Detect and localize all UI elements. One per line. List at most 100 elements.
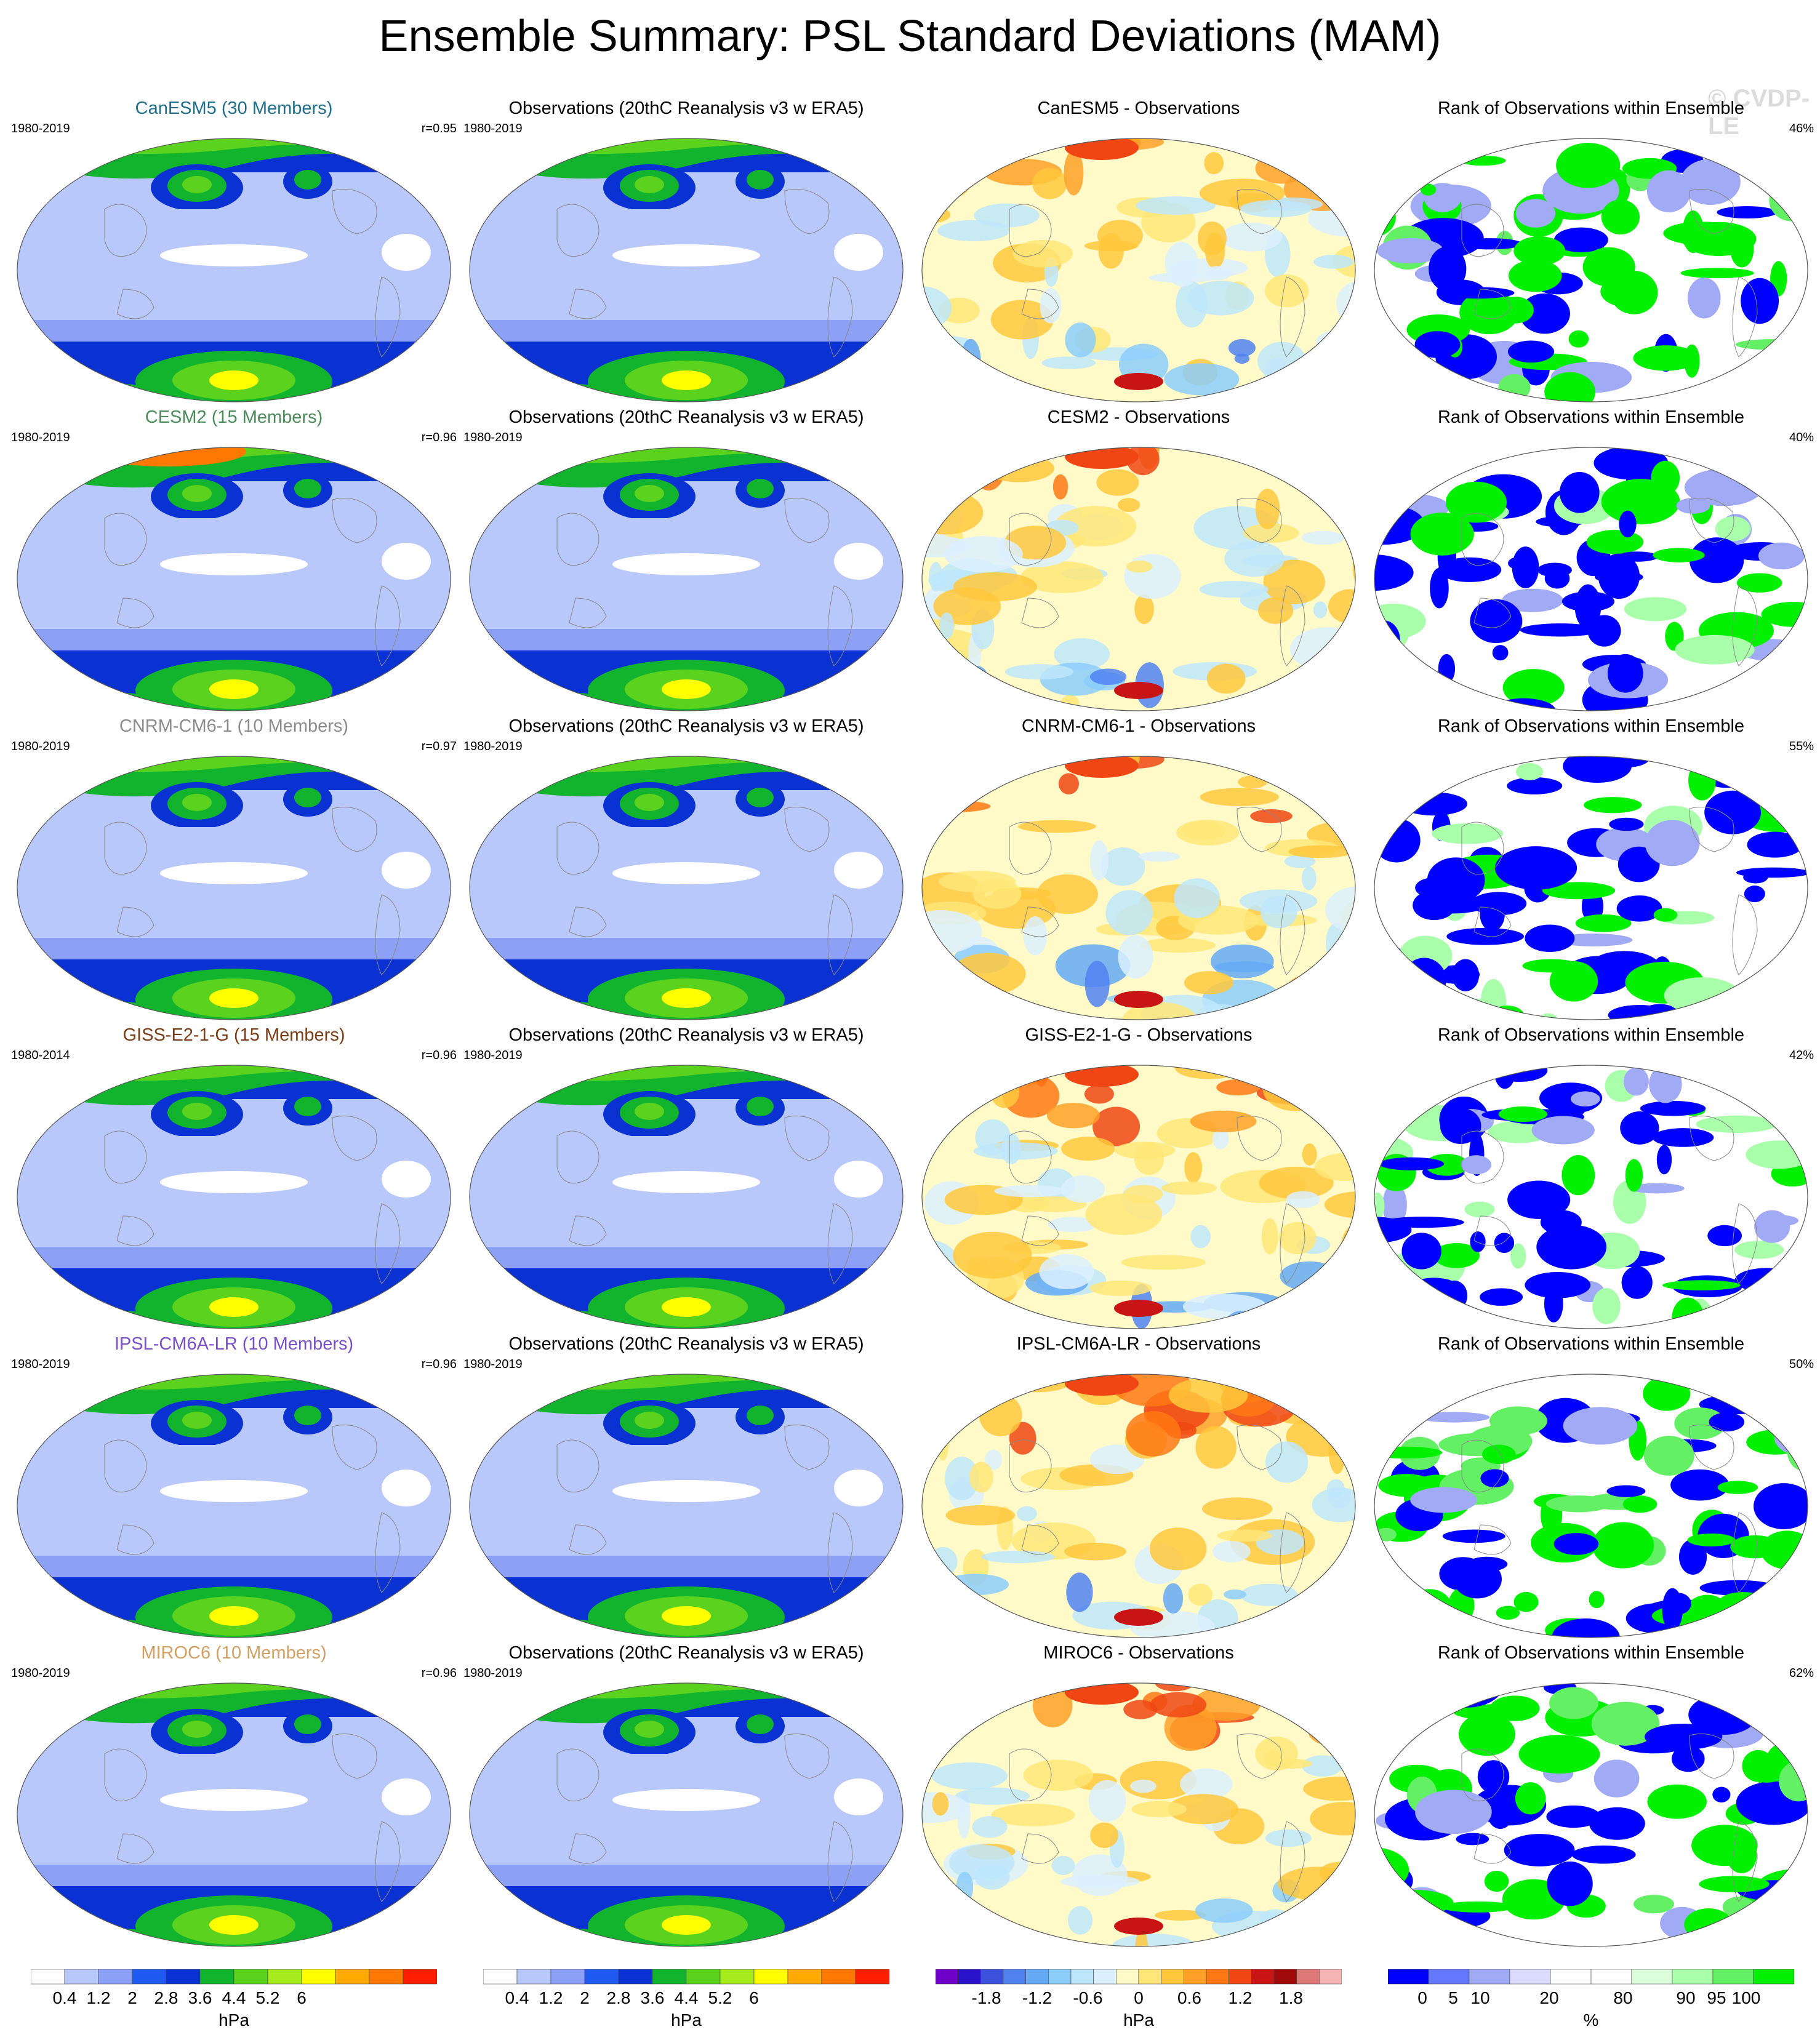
panel-std-row5: IPSL-CM6A-LR (10 Members) 1980-2019 r=0.96 — [6, 1334, 462, 1642]
colorbar-swatch — [1229, 1969, 1252, 1985]
panel-rank-row6: Rank of Observations within Ensemble 62% — [1363, 1643, 1819, 1951]
colorbar-swatch — [132, 1969, 167, 1985]
panel-title: CanESM5 (30 Members) — [135, 98, 333, 118]
colorbar-tick: 80 — [1613, 1988, 1632, 2007]
map-rank — [1374, 1065, 1808, 1329]
map-rank — [1374, 1374, 1808, 1638]
panel-obs-row5: Observations (20thC Reanalysis v3 w ERA5… — [459, 1334, 914, 1642]
colorbar-tick: 5 — [1448, 1988, 1458, 2007]
colorbar-tick: 2 — [580, 1988, 590, 2007]
panel-diff-row6: MIROC6 - Observations — [911, 1643, 1366, 1951]
colorbar-unit: % — [1584, 2010, 1599, 2030]
colorbar-tick: 95 — [1707, 1988, 1726, 2007]
colorbar-tick: 2 — [127, 1988, 137, 2007]
colorbar-unit: hPa — [218, 2010, 249, 2030]
map-rank — [1374, 447, 1808, 711]
map-diff — [921, 1682, 1356, 1947]
panel-period: 1980-2019 — [463, 431, 523, 444]
panel-title: Observations (20thC Reanalysis v3 w ERA5… — [508, 98, 864, 118]
colorbar-tick: 0 — [1134, 1988, 1144, 2007]
colorbar-tick: 0 — [1417, 1988, 1427, 2007]
panel-rank-row5: Rank of Observations within Ensemble 50% — [1363, 1334, 1819, 1642]
pattern-correlation: r=0.95 — [421, 122, 457, 135]
colorbar-swatch — [618, 1969, 653, 1985]
colorbar-tick: 4.4 — [222, 1988, 246, 2007]
colorbar-swatch — [958, 1969, 981, 1985]
panel-std-row4: GISS-E2-1-G (15 Members) 1980-2014 r=0.96 — [6, 1025, 462, 1333]
panel-title: CNRM-CM6-1 - Observations — [1021, 716, 1256, 736]
panel-title: Rank of Observations within Ensemble — [1437, 1334, 1745, 1354]
panel-title: Observations (20thC Reanalysis v3 w ERA5… — [508, 1334, 864, 1354]
colorbar-swatch — [301, 1969, 336, 1985]
colorbar-swatch — [199, 1969, 235, 1985]
panel-rank-row3: Rank of Observations within Ensemble 55% — [1363, 716, 1819, 1024]
panel-rank-row2: Rank of Observations within Ensemble 40% — [1363, 407, 1819, 715]
panel-period: 1980-2019 — [11, 740, 70, 753]
colorbar-4: 0 5 10 20 80 90 95 100% — [1387, 1969, 1795, 2037]
panel-period: 1980-2019 — [11, 431, 70, 444]
panel-title: CESM2 - Observations — [1047, 407, 1230, 427]
panel-period: 1980-2019 — [463, 1049, 523, 1062]
colorbar-swatch — [1251, 1969, 1275, 1985]
panel-period: 1980-2019 — [463, 740, 523, 753]
panel-obs-row2: Observations (20thC Reanalysis v3 w ERA5… — [459, 407, 914, 715]
pattern-correlation: r=0.96 — [421, 1666, 457, 1680]
map-obs — [469, 1065, 904, 1329]
panel-diff-row1: CanESM5 - Observations — [911, 98, 1366, 406]
colorbar-swatch — [753, 1969, 788, 1985]
panel-diff-row5: IPSL-CM6A-LR - Observations — [911, 1334, 1366, 1642]
colorbar-swatch — [1509, 1969, 1551, 1985]
colorbar-swatch — [98, 1969, 133, 1985]
rank-percent: 42% — [1789, 1049, 1814, 1062]
rank-percent: 50% — [1789, 1358, 1814, 1371]
panel-title: Rank of Observations within Ensemble — [1437, 98, 1745, 118]
panel-obs-row3: Observations (20thC Reanalysis v3 w ERA5… — [459, 716, 914, 1024]
map-obs — [469, 447, 904, 711]
colorbar-swatch — [787, 1969, 822, 1985]
colorbar-swatch — [584, 1969, 619, 1985]
colorbar-swatch — [1161, 1969, 1184, 1985]
colorbar-swatch — [1206, 1969, 1229, 1985]
colorbar-swatch — [1753, 1969, 1795, 1985]
panel-obs-row6: Observations (20thC Reanalysis v3 w ERA5… — [459, 1643, 914, 1951]
colorbar-1: 0.4 1.2 2 2.8 3.6 4.4 5.2 6 hPa — [30, 1969, 438, 2037]
map-obs — [469, 1374, 904, 1638]
colorbar-tick: 3.6 — [188, 1988, 212, 2007]
colorbar-tick: 1.8 — [1279, 1988, 1303, 2007]
colorbar-swatch — [1319, 1969, 1342, 1985]
panel-title: MIROC6 - Observations — [1043, 1643, 1234, 1663]
map-std — [17, 1374, 451, 1638]
panel-title: CanESM5 - Observations — [1037, 98, 1240, 118]
colorbar-tick: 10 — [1470, 1988, 1489, 2007]
colorbar-tick: 1.2 — [539, 1988, 563, 2007]
panel-std-row2: CESM2 (15 Members) 1980-2019 r=0.96 — [6, 407, 462, 715]
colorbar-2: 0.4 1.2 2 2.8 3.6 4.4 5.2 6 hPa — [483, 1969, 890, 2037]
panel-std-row6: MIROC6 (10 Members) 1980-2019 r=0.96 — [6, 1643, 462, 1951]
colorbar-tick: 20 — [1539, 1988, 1558, 2007]
colorbar-tick: 100 — [1732, 1988, 1761, 2007]
map-std — [17, 756, 451, 1020]
panel-title: IPSL-CM6A-LR (10 Members) — [114, 1334, 354, 1354]
rank-percent: 55% — [1789, 740, 1814, 753]
map-obs — [469, 1682, 904, 1947]
colorbar-swatch — [1093, 1969, 1116, 1985]
panel-diff-row4: GISS-E2-1-G - Observations — [911, 1025, 1366, 1333]
panel-std-row1: CanESM5 (30 Members) 1980-2019 r=0.95 — [6, 98, 462, 406]
map-diff — [921, 138, 1356, 402]
colorbar-tick: 2.8 — [154, 1988, 178, 2007]
colorbar-swatch — [335, 1969, 370, 1985]
panel-diff-row3: CNRM-CM6-1 - Observations — [911, 716, 1366, 1024]
colorbar-tick: 2.8 — [607, 1988, 631, 2007]
map-obs — [469, 756, 904, 1020]
panel-title: Rank of Observations within Ensemble — [1437, 1643, 1745, 1663]
colorbar-tick: 90 — [1676, 1988, 1695, 2007]
pattern-correlation: r=0.96 — [421, 1049, 457, 1062]
colorbar-tick: 5.2 — [708, 1988, 732, 2007]
panel-obs-row4: Observations (20thC Reanalysis v3 w ERA5… — [459, 1025, 914, 1333]
rank-percent: 62% — [1789, 1666, 1814, 1680]
panel-title: GISS-E2-1-G - Observations — [1025, 1025, 1253, 1045]
colorbar-swatch — [64, 1969, 99, 1985]
panel-title: Observations (20thC Reanalysis v3 w ERA5… — [508, 716, 864, 736]
colorbar-swatch — [403, 1969, 438, 1985]
colorbar-tick: 1.2 — [1229, 1988, 1253, 2007]
